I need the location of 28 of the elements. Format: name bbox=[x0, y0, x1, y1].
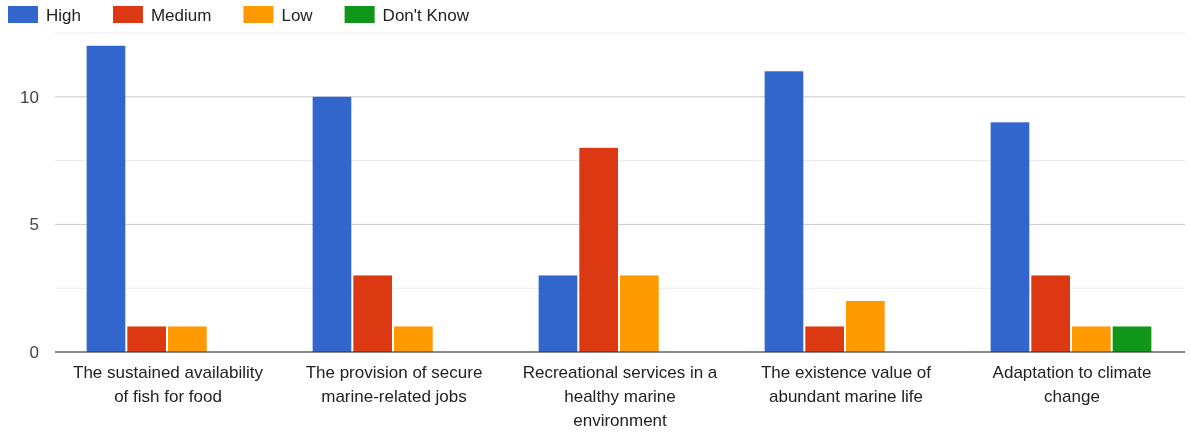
legend-label: Low bbox=[281, 6, 314, 25]
bar bbox=[353, 275, 392, 352]
legend-label: Don't Know bbox=[382, 6, 470, 25]
bar bbox=[538, 275, 578, 352]
x-tick-label: The sustained availability of fish for food bbox=[73, 363, 264, 406]
bar bbox=[846, 300, 885, 352]
bar bbox=[805, 326, 844, 352]
bar bbox=[394, 326, 433, 352]
bar bbox=[579, 147, 618, 352]
bar bbox=[127, 326, 166, 352]
bar bbox=[1072, 326, 1111, 352]
y-tick-label: 0 bbox=[29, 343, 39, 362]
y-tick-label: 10 bbox=[20, 87, 39, 107]
x-tick-label: Adaptation to climate change bbox=[992, 363, 1152, 406]
bar bbox=[764, 71, 804, 352]
bar bbox=[312, 96, 352, 352]
y-tick-label: 5 bbox=[29, 215, 39, 235]
x-tick-label: The provision of secure marine-related jobs bbox=[305, 363, 483, 406]
legend-label: Medium bbox=[150, 6, 212, 25]
bar bbox=[1031, 275, 1070, 352]
x-tick-label: The existence value of abundant marine life bbox=[760, 363, 932, 406]
bar bbox=[168, 326, 207, 352]
bar bbox=[86, 45, 126, 352]
bar bbox=[1112, 326, 1152, 352]
bar bbox=[990, 122, 1030, 352]
x-tick-label: Recreational services in a healthy marine environment bbox=[522, 363, 718, 430]
bar bbox=[620, 275, 659, 352]
legend-label: High bbox=[46, 6, 81, 25]
